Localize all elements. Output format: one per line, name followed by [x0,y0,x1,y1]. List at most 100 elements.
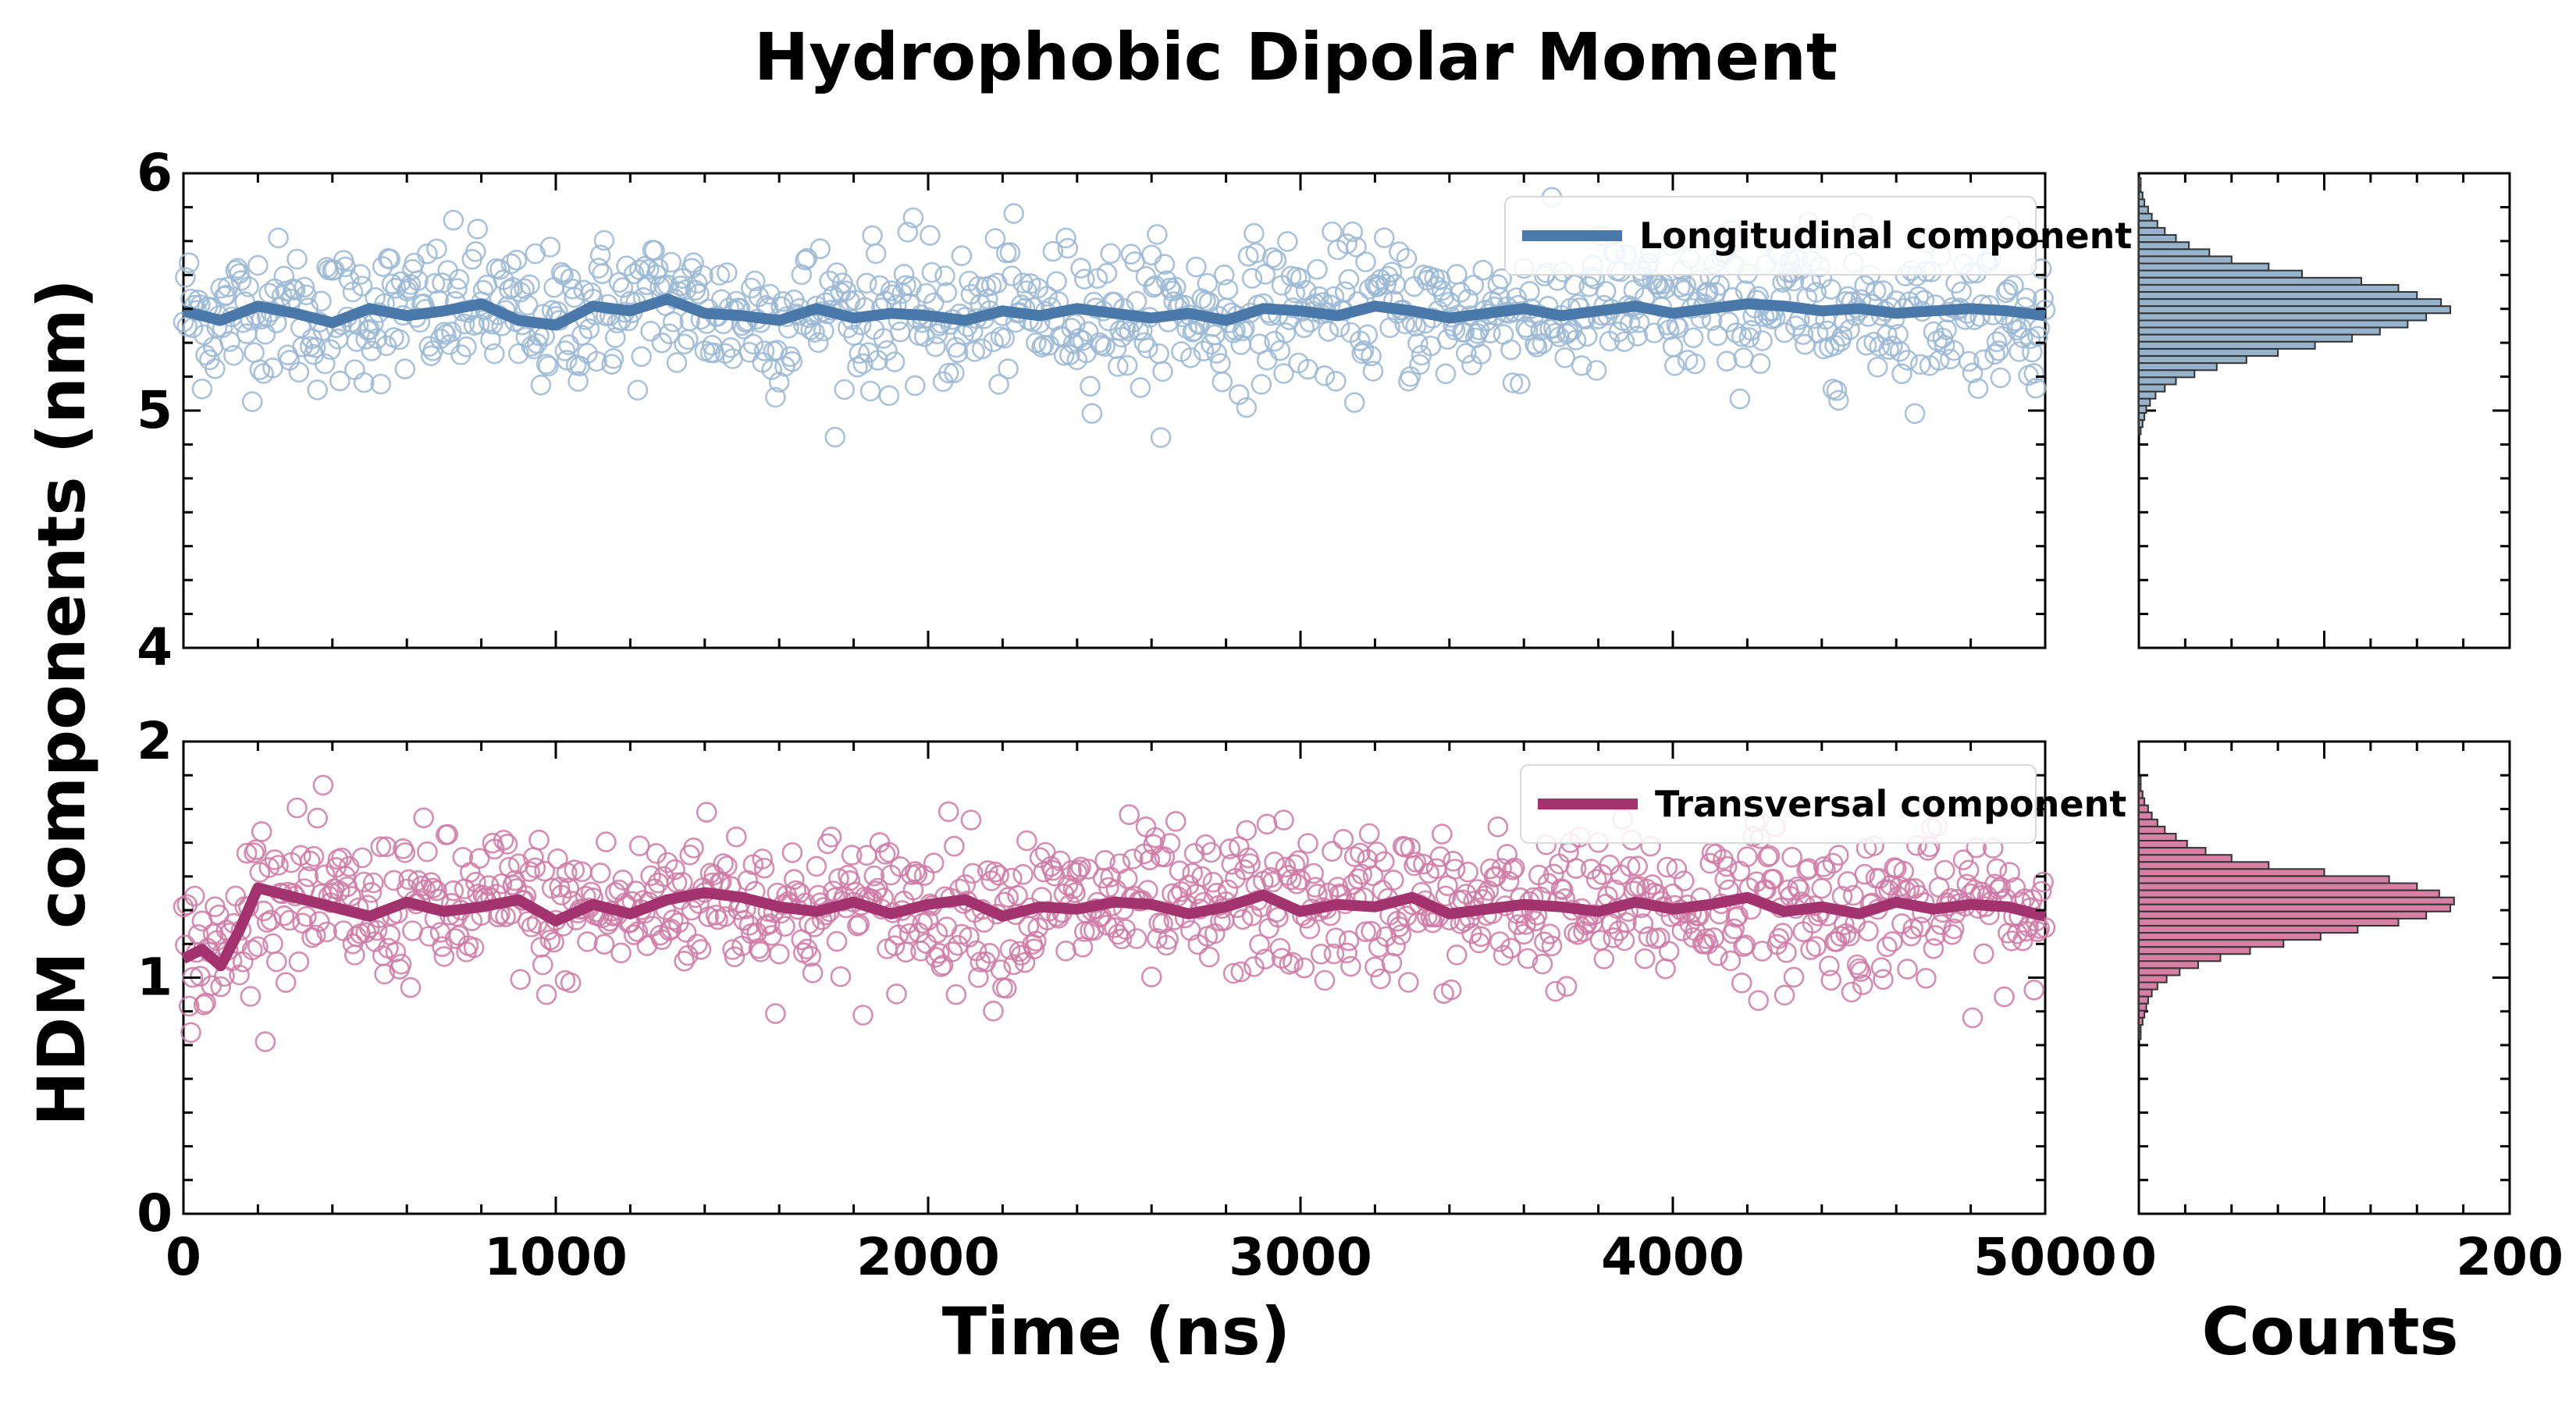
scatter-point [1904,403,1926,425]
scatter-point [717,262,738,283]
scatter-point [802,962,824,984]
scatter-point [1682,327,1704,349]
scatter-point [616,255,637,277]
scatter-point [1759,845,1781,866]
scatter-point [2030,880,2052,902]
scatter-point [1772,923,1793,944]
scatter-point [286,797,308,819]
hist-bar [2138,953,2222,962]
hist-x-tick-label: 200 [2456,1227,2564,1287]
scatter-point [636,935,658,956]
scatter-point [1869,336,1890,357]
scatter-point [1873,280,1894,301]
scatter-point [906,863,927,885]
scatter-point [2012,327,2033,349]
scatter-point [1323,943,1345,965]
y-tick-label: 0 [137,1183,173,1243]
scatter-point [404,252,425,274]
scatter-point [398,869,419,891]
scatter-point [1322,841,1343,862]
scatter-point [530,374,552,396]
scatter-point [1962,362,1984,384]
scatter-point [627,379,649,401]
scatter-point [1554,347,1575,368]
scatter-point [2023,980,2044,1001]
hist-bar [2138,783,2142,792]
scatter-point [539,929,561,951]
scatter-point [1504,857,1525,879]
scatter-point [296,905,317,927]
scatter-point [2034,917,2056,938]
scatter-point [1870,957,1892,978]
scatter-point [2033,871,2054,893]
scatter-point [1126,928,1147,949]
hist-bar [2138,177,2142,187]
scatter-point [1310,944,1332,965]
scatter-point [834,379,855,400]
scatter-point [191,378,213,400]
scatter-point [361,340,382,361]
scatter-point [1123,848,1144,870]
scatter-point [596,831,617,852]
scatter-point [1865,280,1887,301]
scatter-point [1995,282,2017,304]
scatter-point [1811,877,1833,899]
scatter-point [1928,350,1950,372]
scatter-point [1244,956,1265,977]
hist-bar [2138,825,2166,835]
scatter-point [554,340,576,361]
scatter-point [1850,961,1872,982]
scatter-point [1848,958,1870,980]
hist-bar [2138,967,2181,976]
hist-bar [2138,348,2279,357]
scatter-point [1055,227,1076,249]
scatter-point [1839,925,1860,947]
scatter-point [640,320,661,342]
scatter-point [1191,866,1212,887]
scatter-point [1642,874,1663,895]
scatter-point [1628,311,1650,333]
scatter-point [1457,861,1478,883]
scatter-point [173,896,194,918]
scatter-point [670,275,692,297]
scatter-point [1731,973,1752,994]
scatter-point [571,325,592,346]
scatter-point [1070,258,1091,279]
scatter-point [804,322,825,343]
scatter-point [344,359,365,381]
scatter-point [999,939,1021,960]
scatter-point [1916,968,1937,989]
scatter-point [480,329,501,350]
scatter-point [1351,343,1372,365]
scatter-point [759,913,781,934]
scatter-point [1446,264,1468,285]
scatter-point [955,874,976,895]
scatter-point [893,263,915,285]
scatter-point [1152,361,1173,382]
scatter-point [236,842,258,864]
scatter-point [1973,943,1994,965]
legend-box [1504,196,2037,276]
scatter-point [1213,264,1235,286]
scatter-point [1042,240,1064,262]
scatter-point [534,860,556,882]
scatter-point [988,865,1009,886]
scatter-point [1998,279,2019,301]
scatter-point [417,841,438,863]
scatter-point [1332,829,1354,850]
scatter-point [394,842,416,863]
scatter-point [852,1005,873,1026]
scatter-point [1902,918,1923,940]
hist-bar [2138,291,2418,301]
scatter-point [1077,321,1099,343]
scatter-point [550,884,572,905]
scatter-point [1148,343,1169,365]
scatter-point [1046,271,1067,293]
scatter-point [385,941,407,962]
scatter-point [660,918,682,940]
hist-bar [2138,319,2409,329]
hist-bar [2138,269,2303,279]
hist-bar [2138,981,2158,991]
scatter-point [1774,984,1795,1006]
scatter-point [1934,859,1955,881]
